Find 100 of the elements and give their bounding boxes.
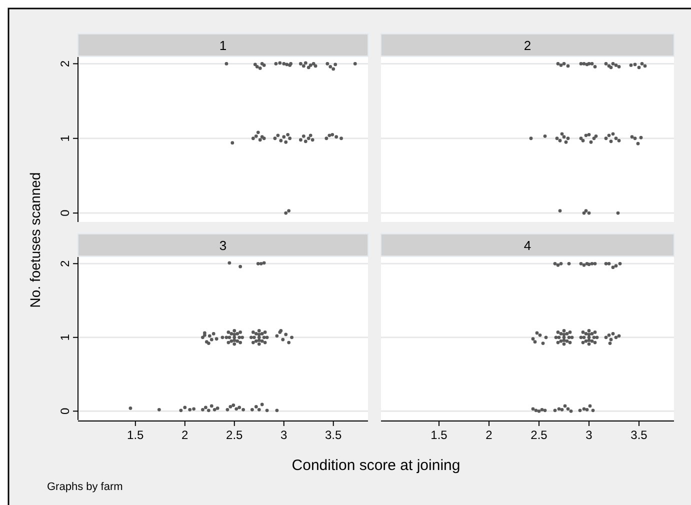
- point: [312, 62, 316, 66]
- point: [254, 134, 258, 138]
- point: [279, 138, 283, 142]
- point: [273, 136, 277, 140]
- point: [643, 64, 647, 68]
- point: [288, 136, 292, 140]
- point: [224, 62, 228, 66]
- point: [594, 134, 598, 138]
- point: [285, 62, 289, 66]
- point: [590, 62, 594, 66]
- point: [558, 209, 562, 212]
- point: [286, 132, 290, 136]
- x-tick-label: 2.5: [530, 428, 548, 442]
- point: [562, 62, 566, 66]
- point: [302, 64, 306, 68]
- text: Graphs by farm: [47, 481, 123, 493]
- point: [593, 65, 597, 68]
- point: [256, 130, 260, 134]
- point: [353, 62, 357, 66]
- point: [629, 64, 633, 67]
- point: [587, 132, 591, 136]
- x-tick-label: 3: [280, 428, 288, 442]
- x-tick-label: 3.5: [325, 428, 342, 442]
- point: [282, 62, 286, 66]
- point: [633, 136, 637, 140]
- y-tick-label: 1: [58, 134, 72, 142]
- point: [584, 209, 588, 212]
- y-tick-label: 0: [58, 407, 72, 414]
- point: [251, 136, 255, 140]
- point: [566, 64, 570, 68]
- point: [324, 136, 328, 140]
- point: [555, 136, 559, 140]
- point: [587, 211, 591, 215]
- point: [332, 67, 336, 71]
- point: [298, 62, 302, 66]
- point: [560, 132, 564, 136]
- point: [633, 62, 637, 66]
- y-tick-label: 0: [58, 209, 72, 216]
- point: [253, 62, 257, 66]
- point: [639, 136, 643, 140]
- point: [579, 62, 583, 66]
- chart-title: 1: [219, 38, 227, 53]
- point: [592, 136, 596, 140]
- point: [543, 134, 547, 138]
- point: [556, 62, 560, 66]
- point: [611, 62, 615, 66]
- point: [314, 64, 318, 68]
- point: [529, 136, 533, 140]
- point: [559, 64, 563, 67]
- point: [282, 135, 286, 139]
- point: [287, 209, 291, 212]
- point: [304, 61, 308, 65]
- point: [616, 211, 620, 215]
- point: [582, 62, 586, 66]
- point: [614, 64, 618, 67]
- point: [258, 66, 262, 70]
- point: [636, 142, 640, 146]
- point: [637, 66, 641, 70]
- x-tick-label: 1.5: [430, 428, 448, 442]
- point: [328, 134, 332, 138]
- y-tick-label: 2: [58, 60, 72, 68]
- point: [276, 134, 280, 138]
- point: [562, 135, 566, 139]
- point: [230, 141, 234, 145]
- point: [326, 62, 330, 66]
- point: [558, 138, 562, 142]
- point: [258, 138, 262, 142]
- x-tick-label: 2.5: [226, 428, 244, 442]
- point: [255, 65, 259, 68]
- point: [278, 61, 282, 65]
- y-tick-label: 2: [58, 260, 72, 267]
- point: [334, 135, 338, 139]
- point: [566, 136, 570, 140]
- point: [302, 134, 306, 138]
- point: [579, 136, 583, 140]
- point: [604, 62, 608, 66]
- point: [581, 138, 585, 142]
- point: [617, 138, 621, 142]
- point: [609, 140, 613, 144]
- x-tick-label: 2: [486, 428, 493, 442]
- chart-title: 3: [219, 238, 227, 253]
- point: [564, 140, 568, 144]
- point: [298, 138, 302, 142]
- x-tick-label: 1.5: [127, 428, 144, 442]
- point: [589, 140, 593, 144]
- point: [328, 65, 332, 68]
- point: [308, 64, 312, 67]
- point: [604, 136, 608, 140]
- y-tick-label: 1: [58, 334, 72, 341]
- point: [304, 140, 308, 144]
- point: [611, 132, 615, 136]
- point: [607, 134, 611, 138]
- x-tick-label: 3: [586, 428, 593, 442]
- point: [284, 211, 288, 215]
- point: [614, 136, 618, 140]
- x-tick-label: 3.5: [630, 428, 648, 442]
- x-axis-title: Condition score at joining: [292, 457, 460, 474]
- point: [582, 211, 586, 215]
- chart-title: 2: [524, 38, 532, 53]
- point: [310, 138, 314, 142]
